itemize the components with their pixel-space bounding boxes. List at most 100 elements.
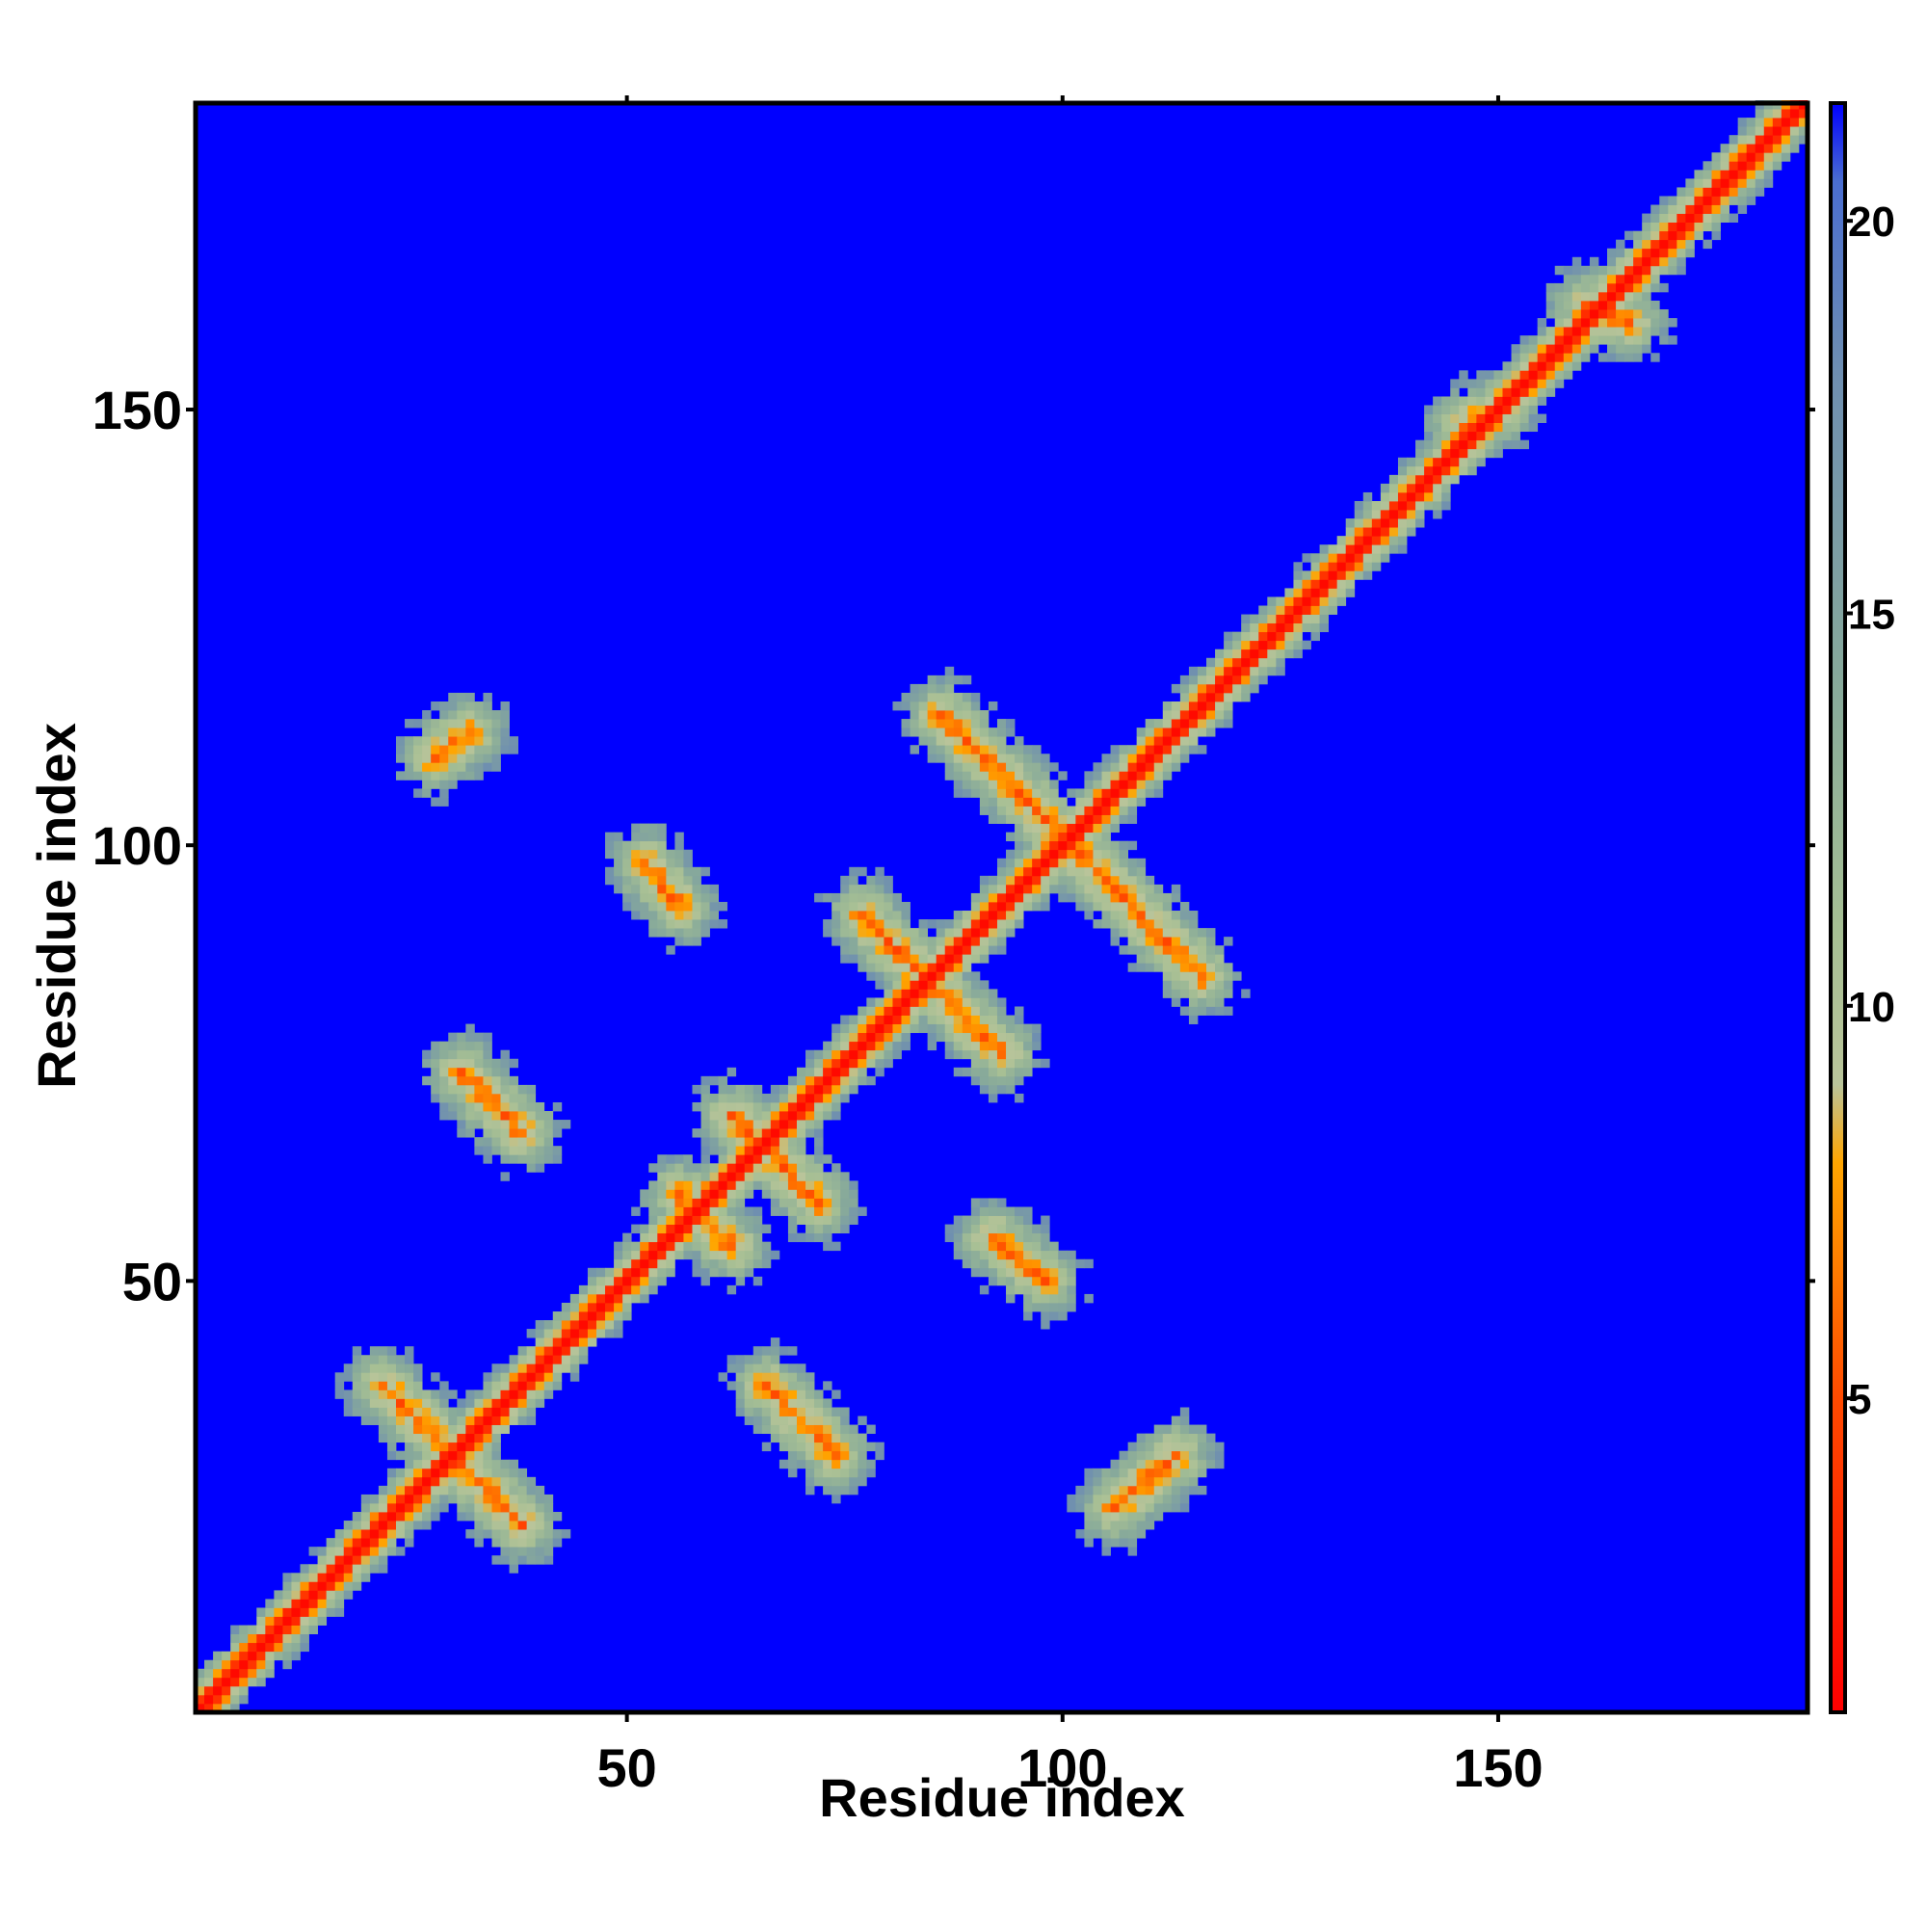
heatmap-cell <box>640 1267 649 1278</box>
heatmap-cell <box>892 928 902 938</box>
heatmap-cell <box>1084 823 1094 834</box>
heatmap-cell <box>1563 282 1573 293</box>
heatmap-cell <box>1006 1250 1016 1260</box>
heatmap-cell <box>1763 118 1774 127</box>
heatmap-cell <box>1755 109 1765 119</box>
heatmap-cell <box>996 884 1007 894</box>
heatmap-cell <box>988 1250 998 1260</box>
heatmap-cell <box>726 1163 737 1173</box>
heatmap-cell <box>1224 980 1233 990</box>
heatmap-cell <box>378 1381 388 1390</box>
heatmap-cell <box>1388 474 1399 485</box>
heatmap-cell <box>1093 780 1102 789</box>
heatmap-cell <box>1650 256 1660 267</box>
heatmap-cell <box>491 1389 501 1399</box>
heatmap-cell <box>1668 222 1677 232</box>
heatmap-cell <box>1485 379 1494 388</box>
heatmap-cell <box>1441 405 1451 414</box>
heatmap-cell <box>1067 892 1076 903</box>
heatmap-cell <box>543 1494 554 1504</box>
heatmap-cell <box>526 1363 537 1373</box>
heatmap-cell <box>474 745 484 754</box>
heatmap-cell <box>823 1101 832 1112</box>
heatmap-cell <box>779 1389 789 1399</box>
heatmap-cell <box>483 1154 492 1164</box>
heatmap-cell <box>1041 858 1050 868</box>
heatmap-cell <box>1049 1267 1059 1278</box>
heatmap-cell <box>849 1459 858 1469</box>
heatmap-cell <box>474 1502 484 1513</box>
heatmap-cell <box>918 980 929 990</box>
heatmap-cell <box>1685 222 1695 232</box>
heatmap-cell <box>988 1006 998 1016</box>
heatmap-cell <box>1720 204 1730 214</box>
heatmap-cell <box>622 849 632 860</box>
heatmap-cell <box>875 971 884 981</box>
heatmap-cell <box>970 1215 981 1225</box>
heatmap-cell <box>700 1250 710 1260</box>
heatmap-cell <box>500 1529 510 1539</box>
heatmap-cell <box>282 1651 292 1661</box>
heatmap-cell <box>1450 457 1460 467</box>
heatmap-cell <box>744 1128 754 1138</box>
heatmap-cell <box>431 1093 440 1103</box>
heatmap-cell <box>431 1372 440 1382</box>
heatmap-cell <box>927 736 937 746</box>
heatmap-cell <box>814 1075 824 1086</box>
heatmap-cell <box>535 1137 545 1147</box>
heatmap-cell <box>1162 901 1173 912</box>
heatmap-cell <box>405 1433 414 1443</box>
heatmap-cell <box>413 788 423 798</box>
heatmap-cell <box>1032 1258 1042 1269</box>
heatmap-cell <box>474 1494 484 1504</box>
heatmap-cell <box>1772 126 1782 136</box>
heatmap-cell <box>1616 256 1625 267</box>
heatmap-cell <box>1197 928 1207 938</box>
heatmap-cell <box>1485 422 1494 433</box>
heatmap-cell <box>1188 1442 1199 1452</box>
heatmap-cell <box>709 1267 719 1278</box>
heatmap-cell <box>1433 439 1442 450</box>
heatmap-cell <box>700 919 710 929</box>
heatmap-cell <box>439 1389 449 1399</box>
heatmap-cell <box>1241 648 1251 659</box>
heatmap-cell <box>1032 858 1042 868</box>
heatmap-cell <box>369 1407 380 1416</box>
heatmap-cell <box>657 892 667 903</box>
heatmap-cell <box>1127 884 1138 894</box>
heatmap-cell <box>805 1075 815 1086</box>
heatmap-cell <box>1502 422 1512 433</box>
heatmap-cell <box>474 719 484 728</box>
heatmap-cell <box>674 937 684 946</box>
heatmap-cell <box>770 1355 780 1364</box>
heatmap-cell <box>509 1355 518 1364</box>
heatmap-cell <box>796 1206 806 1216</box>
heatmap-cell <box>1319 614 1330 623</box>
heatmap-cell <box>1136 884 1147 894</box>
heatmap-cell <box>587 1267 597 1278</box>
heatmap-cell <box>1006 919 1016 929</box>
heatmap-cell <box>944 980 955 990</box>
heatmap-cell <box>1188 997 1199 1007</box>
heatmap-cell <box>1336 570 1347 580</box>
heatmap-cell <box>884 1032 893 1043</box>
heatmap-cell <box>918 692 929 702</box>
heatmap-cell <box>1703 204 1712 214</box>
heatmap-cell <box>996 1206 1007 1216</box>
heatmap-cell <box>1084 771 1094 781</box>
heatmap-cell <box>448 701 458 711</box>
heatmap-cell <box>700 1163 710 1173</box>
heatmap-cell <box>796 1111 806 1121</box>
heatmap-cell <box>500 1058 510 1069</box>
heatmap-cell <box>962 937 972 946</box>
heatmap-cell <box>1197 666 1207 676</box>
heatmap-cell <box>465 1041 475 1051</box>
heatmap-cell <box>1241 692 1251 702</box>
heatmap-cell <box>317 1555 328 1565</box>
heatmap-cell <box>970 1232 981 1243</box>
heatmap-cell <box>1554 282 1565 293</box>
heatmap-cell <box>543 1329 554 1338</box>
heatmap-cell <box>360 1521 371 1530</box>
heatmap-cell <box>1345 518 1356 528</box>
heatmap-cell <box>962 980 972 990</box>
